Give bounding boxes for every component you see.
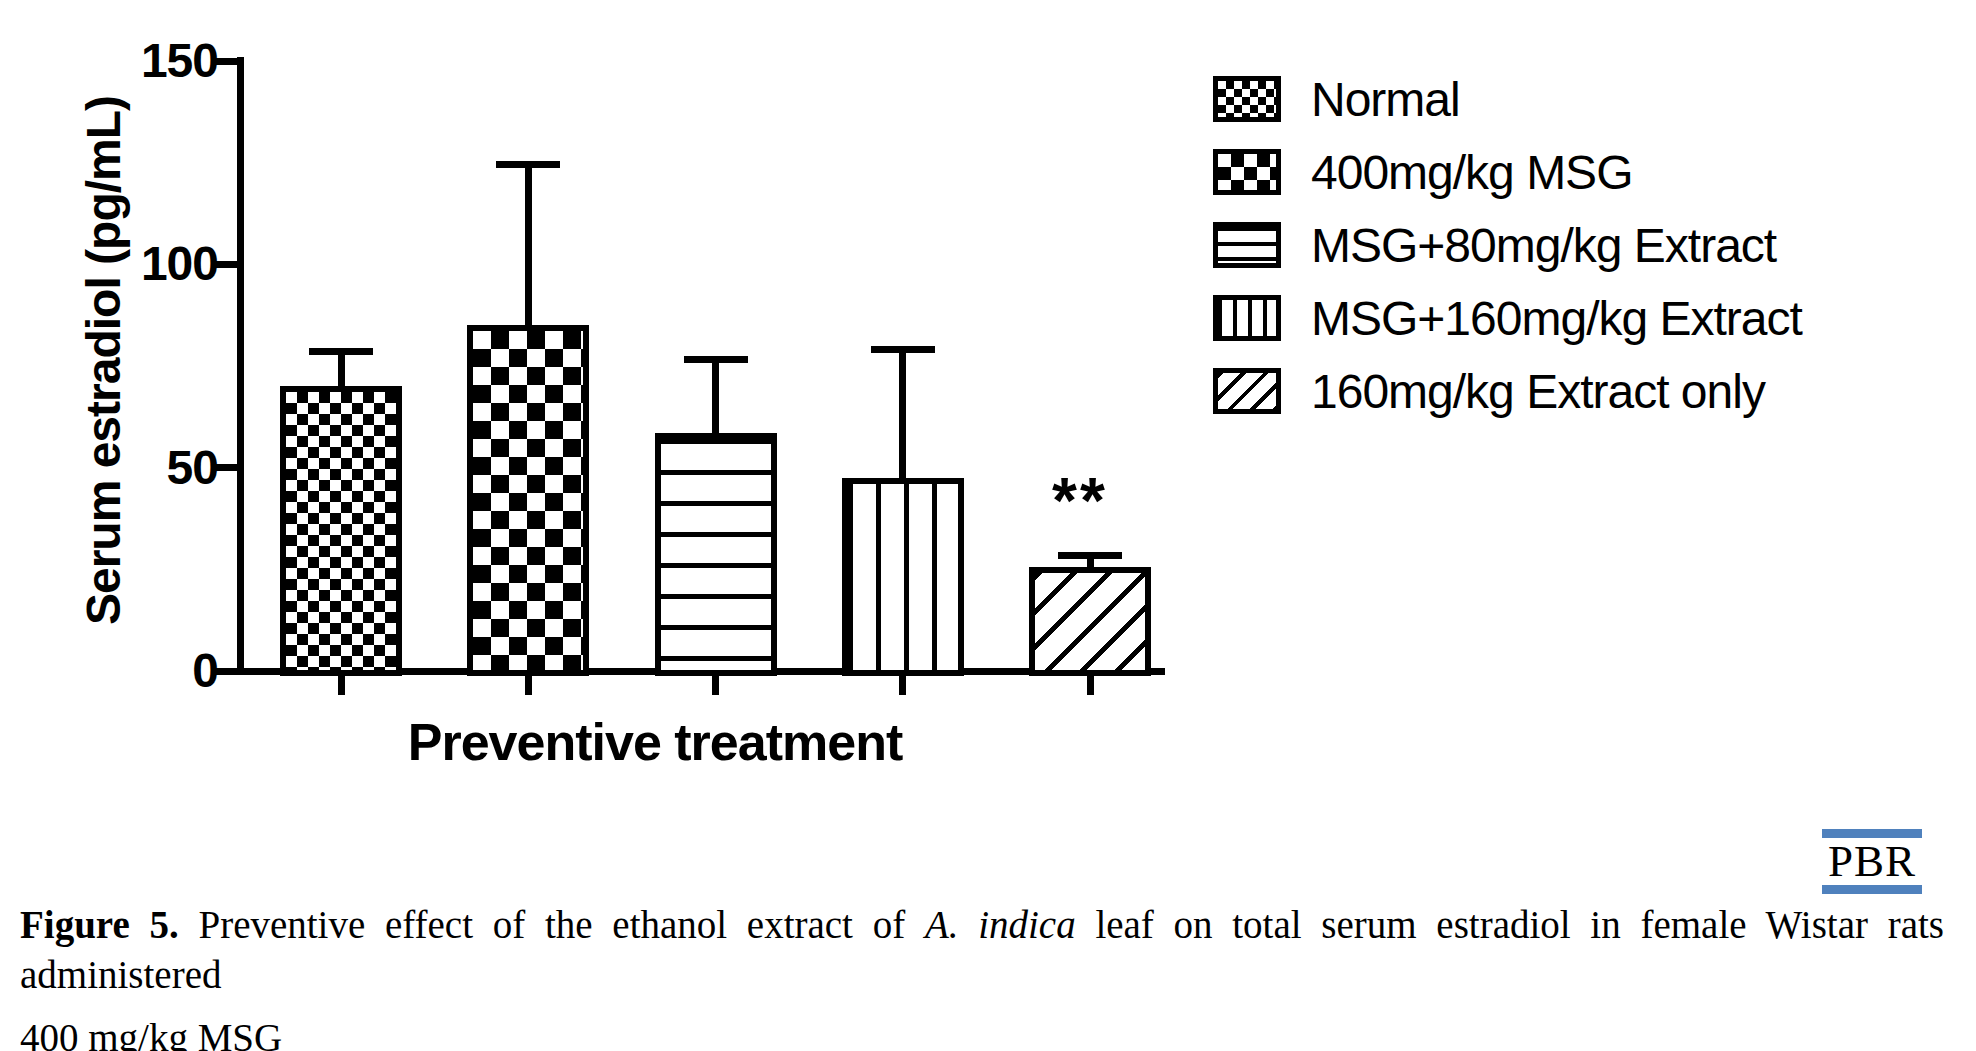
legend-label: 160mg/kg Extract only (1311, 364, 1765, 419)
logo-bottom-bar (1822, 885, 1922, 894)
bar-4 (842, 478, 964, 676)
bar-1 (280, 386, 402, 676)
error-bar-stem (525, 165, 532, 330)
x-axis-title: Preventive treatment (305, 712, 1005, 772)
significance-marker: ** (1005, 469, 1155, 533)
figure-5: Serum estradiol (pg/mL) 050100150** Prev… (0, 0, 1976, 1051)
bar-3 (655, 433, 777, 676)
legend-label: Normal (1311, 72, 1460, 127)
legend-label: 400mg/kg MSG (1311, 145, 1632, 200)
caption-line-2: 400 mg/kg MSG (20, 1014, 1944, 1051)
x-axis-tick (1087, 675, 1094, 695)
legend-swatch-checker-coarse (1213, 149, 1281, 195)
legend-item: MSG+80mg/kg Extract (1213, 221, 1802, 269)
bar-5 (1029, 567, 1151, 676)
y-axis-tick (216, 464, 237, 471)
x-axis-tick (525, 675, 532, 695)
legend-item: 400mg/kg MSG (1213, 148, 1802, 196)
legend-item: Normal (1213, 75, 1802, 123)
legend-item: 160mg/kg Extract only (1213, 367, 1802, 415)
legend-swatch-hatch-diagonal (1213, 368, 1281, 414)
y-tick-label: 100 (58, 240, 218, 288)
error-bar-cap (309, 348, 373, 355)
journal-logo: PBR (1822, 829, 1922, 894)
figure-caption: Figure 5. Preventive effect of the ethan… (20, 900, 1944, 1051)
y-axis-tick (216, 58, 237, 65)
error-bar-cap (871, 346, 935, 353)
legend-item: MSG+160mg/kg Extract (1213, 294, 1802, 342)
legend-swatch-lines-vertical (1213, 295, 1281, 341)
error-bar-cap (1058, 552, 1122, 559)
logo-text: PBR (1822, 838, 1922, 885)
x-axis-tick (712, 675, 719, 695)
y-axis-tick (216, 668, 237, 675)
legend-swatch-checker-fine (1213, 76, 1281, 122)
y-tick-label: 150 (58, 37, 218, 85)
caption-species-name: A. indica (925, 903, 1076, 946)
caption-figure-label: Figure 5. (20, 903, 179, 946)
error-bar-stem (338, 352, 345, 391)
bar-2 (467, 325, 589, 676)
error-bar-stem (712, 360, 719, 437)
legend-label: MSG+80mg/kg Extract (1311, 218, 1776, 273)
y-axis-tick (216, 261, 237, 268)
error-bar-cap (496, 161, 560, 168)
y-tick-label: 0 (58, 647, 218, 695)
legend-swatch-lines-horizontal (1213, 222, 1281, 268)
error-bar-stem (899, 350, 906, 482)
legend: Normal400mg/kg MSGMSG+80mg/kg ExtractMSG… (1213, 75, 1802, 440)
caption-line-1: Figure 5. Preventive effect of the ethan… (20, 900, 1944, 1000)
y-tick-label: 50 (58, 444, 218, 492)
x-axis-tick (338, 675, 345, 695)
y-axis-line (237, 57, 244, 675)
legend-label: MSG+160mg/kg Extract (1311, 291, 1802, 346)
error-bar-cap (684, 356, 748, 363)
x-axis-tick (899, 675, 906, 695)
caption-text-a: Preventive effect of the ethanol extract… (179, 903, 925, 946)
